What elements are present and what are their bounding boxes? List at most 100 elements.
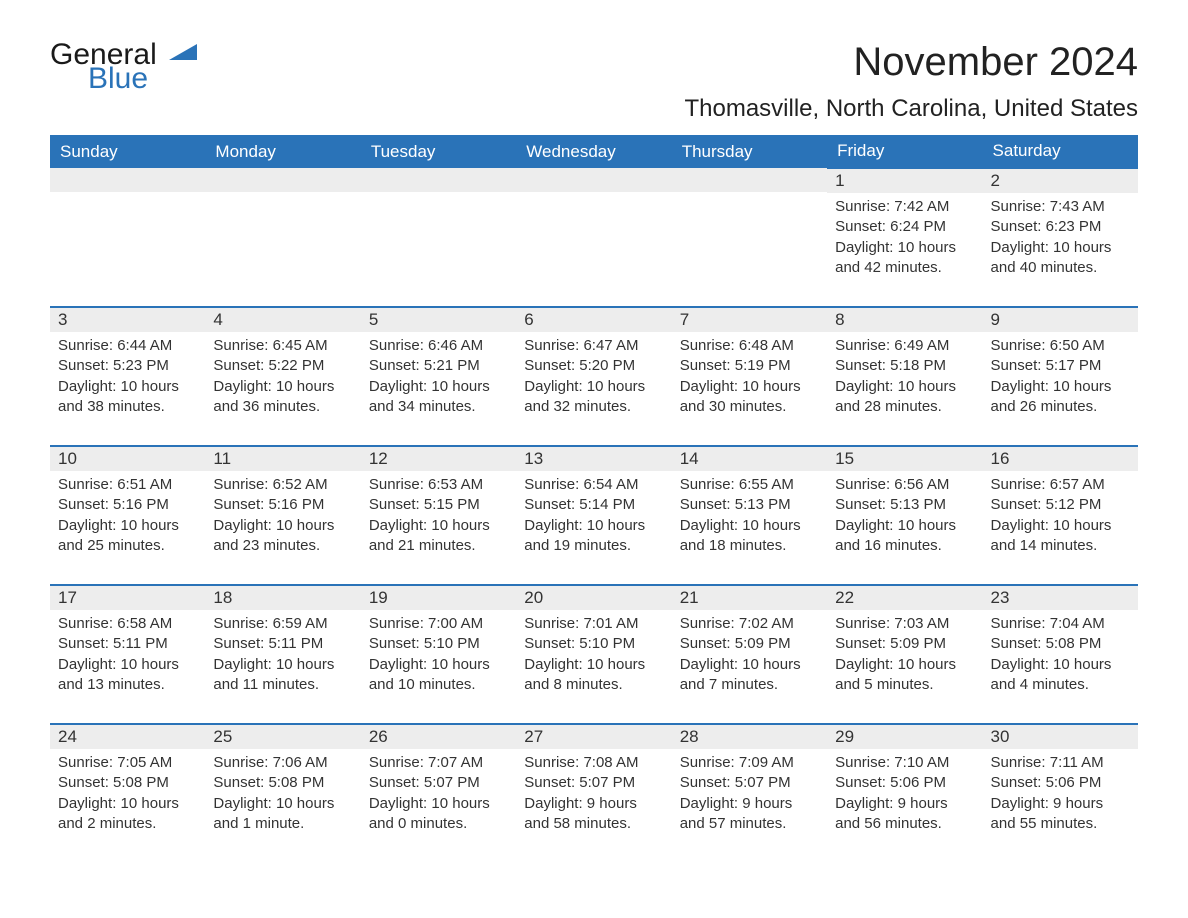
day-details: Sunrise: 6:50 AMSunset: 5:17 PMDaylight:… xyxy=(983,332,1138,445)
daylight-line: Daylight: 10 hours and 14 minutes. xyxy=(991,516,1130,557)
empty-cell xyxy=(205,168,360,307)
day-details: Sunrise: 7:07 AMSunset: 5:07 PMDaylight:… xyxy=(361,749,516,862)
sunset-line: Sunset: 6:24 PM xyxy=(835,217,974,237)
sunset-line: Sunset: 5:07 PM xyxy=(524,773,663,793)
daylight-line: Daylight: 10 hours and 36 minutes. xyxy=(213,377,352,418)
day-cell: 24Sunrise: 7:05 AMSunset: 5:08 PMDayligh… xyxy=(50,724,205,862)
day-cell: 27Sunrise: 7:08 AMSunset: 5:07 PMDayligh… xyxy=(516,724,671,862)
daylight-line: Daylight: 10 hours and 34 minutes. xyxy=(369,377,508,418)
daylight-line: Daylight: 9 hours and 56 minutes. xyxy=(835,794,974,835)
day-details: Sunrise: 6:58 AMSunset: 5:11 PMDaylight:… xyxy=(50,610,205,723)
daylight-line: Daylight: 10 hours and 4 minutes. xyxy=(991,655,1130,696)
daylight-line: Daylight: 9 hours and 57 minutes. xyxy=(680,794,819,835)
day-details: Sunrise: 7:42 AMSunset: 6:24 PMDaylight:… xyxy=(827,193,982,306)
sunrise-line: Sunrise: 7:11 AM xyxy=(991,753,1130,773)
day-number: 19 xyxy=(361,586,516,610)
day-cell: 15Sunrise: 6:56 AMSunset: 5:13 PMDayligh… xyxy=(827,446,982,585)
sunrise-line: Sunrise: 7:09 AM xyxy=(680,753,819,773)
day-details: Sunrise: 7:10 AMSunset: 5:06 PMDaylight:… xyxy=(827,749,982,862)
daylight-line: Daylight: 10 hours and 11 minutes. xyxy=(213,655,352,696)
day-cell: 13Sunrise: 6:54 AMSunset: 5:14 PMDayligh… xyxy=(516,446,671,585)
day-details: Sunrise: 7:04 AMSunset: 5:08 PMDaylight:… xyxy=(983,610,1138,723)
day-number: 9 xyxy=(983,308,1138,332)
day-cell: 28Sunrise: 7:09 AMSunset: 5:07 PMDayligh… xyxy=(672,724,827,862)
daylight-line: Daylight: 10 hours and 19 minutes. xyxy=(524,516,663,557)
calendar-row: 10Sunrise: 6:51 AMSunset: 5:16 PMDayligh… xyxy=(50,446,1138,585)
weekday-header: Friday xyxy=(827,135,982,168)
day-cell: 22Sunrise: 7:03 AMSunset: 5:09 PMDayligh… xyxy=(827,585,982,724)
day-number: 17 xyxy=(50,586,205,610)
day-number: 5 xyxy=(361,308,516,332)
empty-day-body xyxy=(361,192,516,302)
sunrise-line: Sunrise: 7:02 AM xyxy=(680,614,819,634)
day-details: Sunrise: 6:59 AMSunset: 5:11 PMDaylight:… xyxy=(205,610,360,723)
sunset-line: Sunset: 5:06 PM xyxy=(991,773,1130,793)
day-details: Sunrise: 6:44 AMSunset: 5:23 PMDaylight:… xyxy=(50,332,205,445)
daylight-line: Daylight: 10 hours and 0 minutes. xyxy=(369,794,508,835)
daylight-line: Daylight: 10 hours and 23 minutes. xyxy=(213,516,352,557)
sunset-line: Sunset: 5:16 PM xyxy=(58,495,197,515)
daylight-line: Daylight: 10 hours and 38 minutes. xyxy=(58,377,197,418)
sunrise-line: Sunrise: 7:06 AM xyxy=(213,753,352,773)
day-details: Sunrise: 6:57 AMSunset: 5:12 PMDaylight:… xyxy=(983,471,1138,584)
sunset-line: Sunset: 5:08 PM xyxy=(213,773,352,793)
sunset-line: Sunset: 5:09 PM xyxy=(680,634,819,654)
weekday-header: Wednesday xyxy=(516,135,671,168)
calendar-row: 1Sunrise: 7:42 AMSunset: 6:24 PMDaylight… xyxy=(50,168,1138,307)
sunrise-line: Sunrise: 7:05 AM xyxy=(58,753,197,773)
weekday-header: Tuesday xyxy=(361,135,516,168)
day-cell: 21Sunrise: 7:02 AMSunset: 5:09 PMDayligh… xyxy=(672,585,827,724)
title-block: November 2024 Thomasville, North Carolin… xyxy=(684,40,1138,123)
empty-day-body xyxy=(516,192,671,302)
sunrise-line: Sunrise: 7:03 AM xyxy=(835,614,974,634)
day-number: 30 xyxy=(983,725,1138,749)
page-header: General Blue November 2024 Thomasville, … xyxy=(50,40,1138,123)
day-cell: 5Sunrise: 6:46 AMSunset: 5:21 PMDaylight… xyxy=(361,307,516,446)
sunset-line: Sunset: 5:14 PM xyxy=(524,495,663,515)
sunrise-line: Sunrise: 7:42 AM xyxy=(835,197,974,217)
sunrise-line: Sunrise: 6:53 AM xyxy=(369,475,508,495)
day-cell: 12Sunrise: 6:53 AMSunset: 5:15 PMDayligh… xyxy=(361,446,516,585)
weekday-header: Thursday xyxy=(672,135,827,168)
sunrise-line: Sunrise: 7:10 AM xyxy=(835,753,974,773)
sunset-line: Sunset: 5:12 PM xyxy=(991,495,1130,515)
day-number: 10 xyxy=(50,447,205,471)
sunrise-line: Sunrise: 7:43 AM xyxy=(991,197,1130,217)
month-title: November 2024 xyxy=(684,40,1138,85)
daylight-line: Daylight: 10 hours and 10 minutes. xyxy=(369,655,508,696)
empty-cell xyxy=(516,168,671,307)
day-details: Sunrise: 6:51 AMSunset: 5:16 PMDaylight:… xyxy=(50,471,205,584)
calendar-row: 3Sunrise: 6:44 AMSunset: 5:23 PMDaylight… xyxy=(50,307,1138,446)
day-details: Sunrise: 7:02 AMSunset: 5:09 PMDaylight:… xyxy=(672,610,827,723)
sunrise-line: Sunrise: 6:51 AM xyxy=(58,475,197,495)
sunset-line: Sunset: 5:18 PM xyxy=(835,356,974,376)
weekday-header: Saturday xyxy=(983,135,1138,168)
sunset-line: Sunset: 5:06 PM xyxy=(835,773,974,793)
daylight-line: Daylight: 10 hours and 7 minutes. xyxy=(680,655,819,696)
day-number: 26 xyxy=(361,725,516,749)
sunset-line: Sunset: 5:09 PM xyxy=(835,634,974,654)
day-number: 4 xyxy=(205,308,360,332)
empty-cell xyxy=(672,168,827,307)
sunrise-line: Sunrise: 7:00 AM xyxy=(369,614,508,634)
daylight-line: Daylight: 10 hours and 32 minutes. xyxy=(524,377,663,418)
day-number: 21 xyxy=(672,586,827,610)
day-details: Sunrise: 6:46 AMSunset: 5:21 PMDaylight:… xyxy=(361,332,516,445)
day-number: 23 xyxy=(983,586,1138,610)
sunset-line: Sunset: 5:08 PM xyxy=(991,634,1130,654)
daylight-line: Daylight: 9 hours and 55 minutes. xyxy=(991,794,1130,835)
day-details: Sunrise: 7:05 AMSunset: 5:08 PMDaylight:… xyxy=(50,749,205,862)
day-number: 27 xyxy=(516,725,671,749)
daylight-line: Daylight: 10 hours and 2 minutes. xyxy=(58,794,197,835)
day-number: 16 xyxy=(983,447,1138,471)
daylight-line: Daylight: 10 hours and 30 minutes. xyxy=(680,377,819,418)
daylight-line: Daylight: 10 hours and 16 minutes. xyxy=(835,516,974,557)
sunset-line: Sunset: 5:08 PM xyxy=(58,773,197,793)
daylight-line: Daylight: 10 hours and 42 minutes. xyxy=(835,238,974,279)
daylight-line: Daylight: 10 hours and 25 minutes. xyxy=(58,516,197,557)
sunrise-line: Sunrise: 6:45 AM xyxy=(213,336,352,356)
sunrise-line: Sunrise: 6:48 AM xyxy=(680,336,819,356)
day-details: Sunrise: 6:48 AMSunset: 5:19 PMDaylight:… xyxy=(672,332,827,445)
day-details: Sunrise: 7:09 AMSunset: 5:07 PMDaylight:… xyxy=(672,749,827,862)
sunset-line: Sunset: 5:07 PM xyxy=(369,773,508,793)
